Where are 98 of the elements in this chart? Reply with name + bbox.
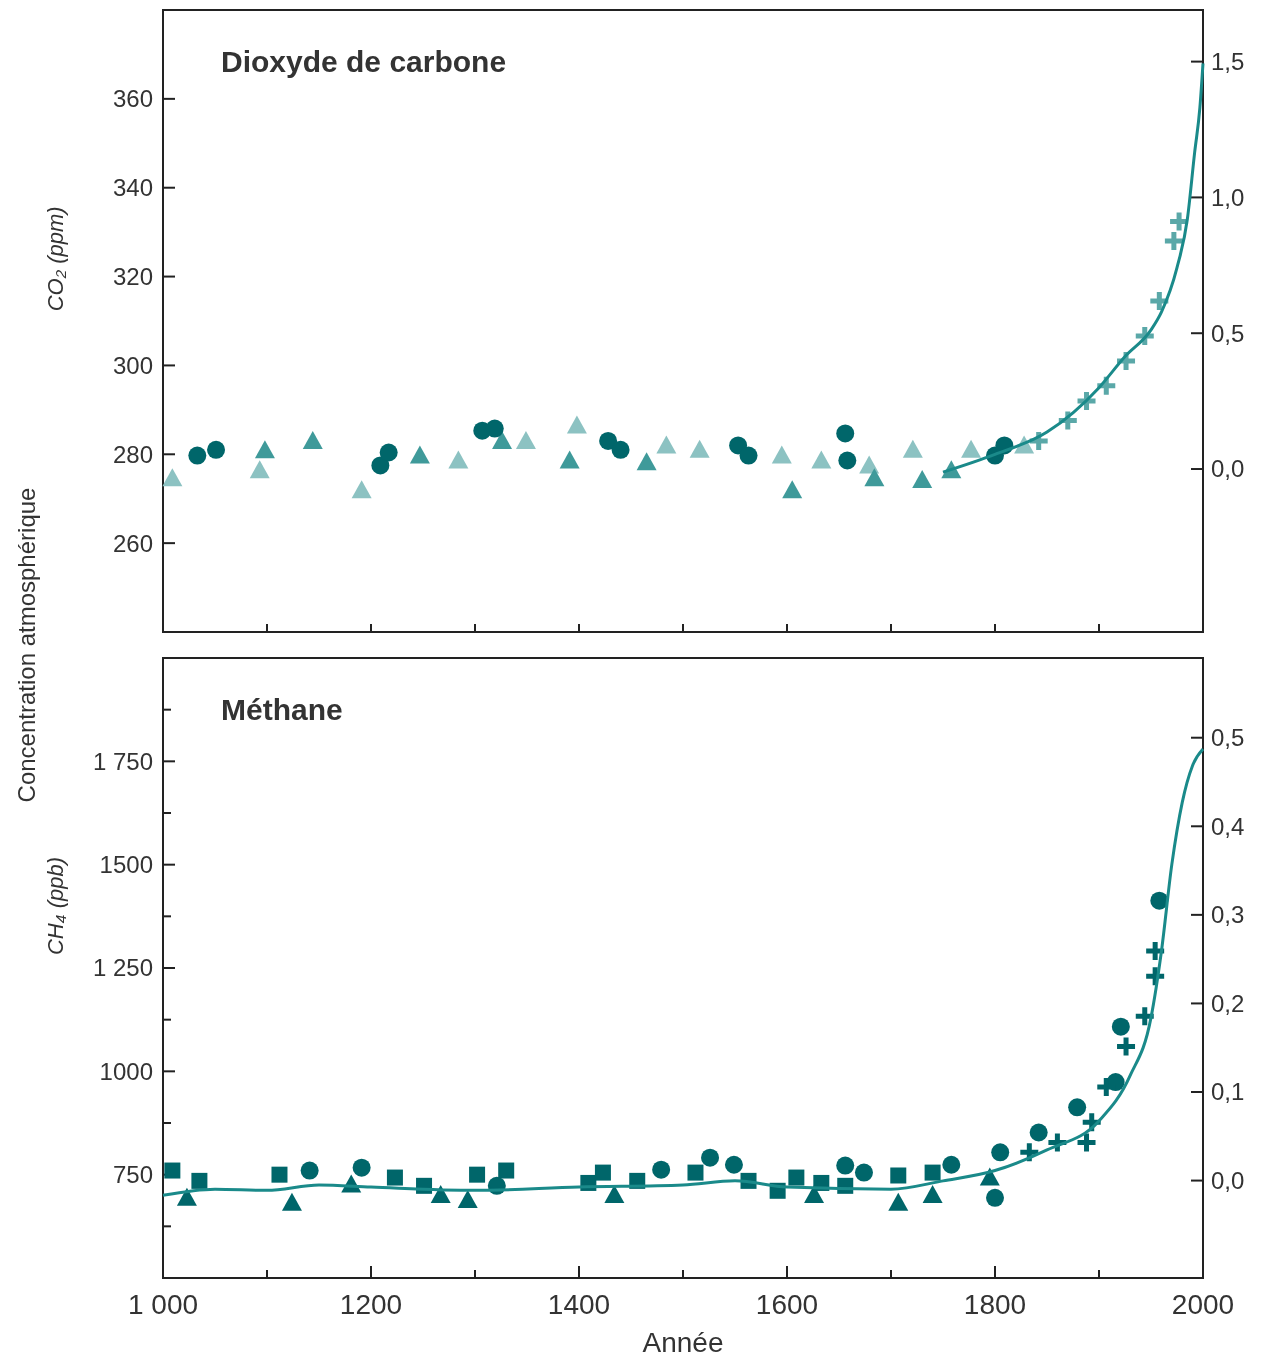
y2-tick-label: 0,0 xyxy=(1211,455,1245,483)
point xyxy=(924,1164,941,1181)
y2-tick-label: 0,0 xyxy=(1211,1166,1245,1194)
point xyxy=(386,1169,403,1186)
point xyxy=(566,415,587,434)
point xyxy=(271,1166,288,1183)
y-tick-label: 300 xyxy=(112,351,153,379)
y2-tick-label: 0,3 xyxy=(1211,901,1245,929)
point xyxy=(1017,1140,1041,1164)
text: Concentration atmosphérique xyxy=(13,487,40,803)
x-tick-label: 1200 xyxy=(339,1289,403,1320)
point xyxy=(836,424,855,443)
point xyxy=(492,430,513,449)
point xyxy=(469,1166,486,1183)
point xyxy=(838,451,857,470)
point xyxy=(188,446,207,465)
x-tick-label: 1600 xyxy=(755,1289,819,1320)
text: Dioxyde de carbone xyxy=(221,45,507,78)
y-tick-label: 360 xyxy=(112,85,153,113)
point xyxy=(207,440,226,459)
y-tick-label: 750 xyxy=(112,1161,153,1189)
point xyxy=(379,443,398,462)
y-tick-label: 340 xyxy=(112,174,153,202)
y2-tick-label: 0,1 xyxy=(1211,1078,1245,1106)
y-tick-label: 280 xyxy=(112,440,153,468)
point xyxy=(164,1162,181,1179)
point xyxy=(1029,1123,1048,1142)
point xyxy=(559,450,580,469)
point xyxy=(902,439,923,458)
point xyxy=(352,1158,371,1177)
point xyxy=(979,1167,1000,1186)
y2-tick-label: 0,4 xyxy=(1211,812,1245,840)
y2-tick-label: 1,5 xyxy=(1211,48,1245,76)
point xyxy=(457,1189,478,1208)
point xyxy=(351,480,372,499)
point xyxy=(611,440,630,459)
point xyxy=(191,1172,208,1189)
y2-tick-label: 0,5 xyxy=(1211,319,1245,347)
point xyxy=(1111,1017,1130,1036)
point xyxy=(991,1143,1010,1162)
point xyxy=(302,430,323,449)
point xyxy=(1075,1130,1099,1154)
point xyxy=(652,1160,671,1179)
point xyxy=(498,1162,515,1179)
point xyxy=(687,1164,704,1181)
point xyxy=(961,439,982,458)
point xyxy=(485,419,504,438)
x-tick-label: 1 000 xyxy=(127,1289,199,1320)
text: Méthane xyxy=(221,693,343,726)
x-tick-label: 1800 xyxy=(963,1289,1027,1320)
point xyxy=(300,1161,319,1180)
point xyxy=(254,440,275,459)
point xyxy=(890,1167,907,1184)
point xyxy=(430,1184,451,1203)
y-tick-label: 320 xyxy=(112,262,153,290)
point xyxy=(409,445,430,464)
x-tick-label: 1400 xyxy=(547,1289,611,1320)
point xyxy=(656,435,677,454)
y2-tick-label: 0,2 xyxy=(1211,989,1245,1017)
point xyxy=(249,460,270,479)
y-tick-label: 1 250 xyxy=(92,954,153,982)
point xyxy=(162,468,183,487)
point xyxy=(739,446,758,465)
y-axis-title: CO₂ (ppm) xyxy=(43,206,68,312)
point xyxy=(371,456,390,475)
point xyxy=(836,1156,855,1175)
y-tick-label: 1 750 xyxy=(92,747,153,775)
point xyxy=(942,1155,961,1174)
point xyxy=(636,452,657,471)
y2-tick-label: 1,0 xyxy=(1211,183,1245,211)
x-axis-title: Année xyxy=(642,1327,724,1358)
point xyxy=(864,468,885,487)
y-tick-label: 260 xyxy=(112,529,153,557)
point xyxy=(724,1155,743,1174)
point xyxy=(788,1169,805,1186)
point xyxy=(594,1164,611,1181)
point xyxy=(986,1188,1004,1207)
y-tick-label: 1000 xyxy=(99,1057,153,1085)
point xyxy=(1114,1035,1138,1059)
y2-tick-label: 0,5 xyxy=(1211,724,1245,752)
point xyxy=(912,470,933,489)
point xyxy=(888,1192,909,1211)
y-axis-title: CH₄ (ppb) xyxy=(43,856,68,956)
point xyxy=(281,1192,302,1211)
point xyxy=(515,430,536,449)
point xyxy=(448,450,469,469)
x-tick-label: 2000 xyxy=(1171,1289,1235,1320)
point xyxy=(771,445,792,464)
point xyxy=(599,431,618,450)
point xyxy=(1068,1098,1087,1117)
point xyxy=(811,450,832,469)
point xyxy=(782,480,803,499)
y-tick-label: 1500 xyxy=(99,851,153,879)
point xyxy=(701,1148,720,1167)
point xyxy=(854,1163,873,1182)
point xyxy=(176,1187,197,1206)
point xyxy=(922,1184,943,1203)
point xyxy=(689,439,710,458)
